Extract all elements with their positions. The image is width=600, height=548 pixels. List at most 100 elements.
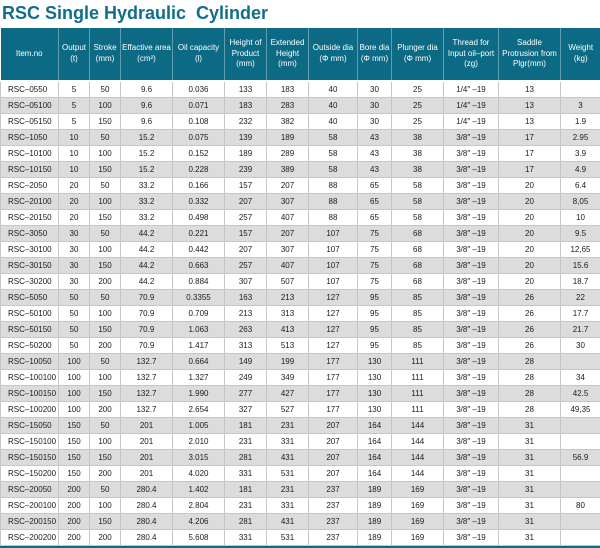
table-cell: 13 — [498, 113, 561, 130]
table-cell: 427 — [266, 385, 309, 402]
table-row: RSC–10100 10 100 15.2 0.152 189 289 58 43 38 3/8″ … — [0, 145, 600, 162]
table-cell: 88 — [308, 177, 358, 194]
table-cell: 111 — [391, 385, 444, 402]
table-cell: 9.6 — [120, 113, 173, 130]
column-header-weight: Weight (kg) — [560, 28, 600, 82]
table-cell: 25 — [391, 113, 444, 130]
table-cell: 3/8″ –19 — [443, 513, 499, 530]
table-cell: 130 — [357, 401, 392, 418]
table-cell: 200 — [89, 273, 121, 290]
table-cell: 164 — [357, 449, 392, 466]
table-cell: 389 — [266, 161, 309, 178]
table-cell: 50 — [58, 337, 90, 354]
table-cell: 26 — [498, 337, 561, 354]
table-cell: 2.804 — [172, 497, 225, 514]
table-row: RSC–05100 5 100 9.6 0.071 183 283 40 30 25 1/4″ –1… — [0, 97, 600, 114]
table-cell: 3/8″ –19 — [443, 417, 499, 434]
table-row: RSC–100100 100 100 132.7 1.327 249 349 177 130 11… — [0, 369, 600, 386]
table-cell: 20 — [498, 209, 561, 226]
table-cell: 207 — [308, 433, 358, 450]
table-cell: 0.228 — [172, 161, 225, 178]
table-cell: 3/8″ –19 — [443, 257, 499, 274]
table-cell: 307 — [224, 273, 267, 290]
table-header: Item.no Output (t) Stroke (mm) Effactive ar… — [0, 28, 600, 82]
column-header-saddle: Saddle Protrusion from Plgr(mm) — [498, 28, 561, 82]
table-cell: 50 — [89, 129, 121, 146]
table-cell: 0.036 — [172, 80, 225, 98]
table-cell: 31 — [498, 481, 561, 498]
table-cell: 34 — [560, 369, 600, 386]
table-cell: 200 — [89, 529, 121, 546]
table-cell: 2.010 — [172, 433, 225, 450]
table-cell: 44.2 — [120, 273, 173, 290]
item-no-cell: RSC–50200 — [0, 337, 59, 354]
table-cell: 68 — [391, 257, 444, 274]
table-row: RSC–0550 5 50 9.6 0.036 133 183 40 30 25 1/4″ –19 1… — [0, 80, 600, 98]
table-cell: 1.990 — [172, 385, 225, 402]
table-cell: 150 — [89, 513, 121, 530]
table-cell: 3/8″ –19 — [443, 337, 499, 354]
table-cell: 231 — [266, 417, 309, 434]
table-cell: 12,65 — [560, 241, 600, 258]
table-cell: 30 — [357, 80, 392, 98]
table-cell: 169 — [391, 497, 444, 514]
table-cell: 127 — [308, 337, 358, 354]
table-cell: 33.2 — [120, 209, 173, 226]
table-row: RSC–2050 20 50 33.2 0.166 157 207 88 65 58 3/8″ –1… — [0, 177, 600, 194]
item-no-cell: RSC–1050 — [0, 129, 59, 146]
table-cell: 107 — [308, 257, 358, 274]
table-cell: 1.402 — [172, 481, 225, 498]
table-cell: 281 — [224, 449, 267, 466]
table-cell: 132.7 — [120, 353, 173, 370]
table-cell: 65 — [357, 209, 392, 226]
table-cell: 150 — [89, 113, 121, 130]
table-cell: 28 — [498, 385, 561, 402]
table-cell: 307 — [266, 241, 309, 258]
item-no-cell: RSC–100100 — [0, 369, 59, 386]
table-cell: 281 — [224, 513, 267, 530]
table-cell: 289 — [266, 145, 309, 162]
table-cell: 8,05 — [560, 193, 600, 210]
table-cell — [560, 433, 600, 450]
table-cell: 132.7 — [120, 369, 173, 386]
table-cell: 150 — [58, 417, 90, 434]
table-cell: 0.709 — [172, 305, 225, 322]
table-cell: 200 — [58, 497, 90, 514]
table-cell: 200 — [89, 401, 121, 418]
table-cell: 130 — [357, 385, 392, 402]
table-cell: 95 — [357, 305, 392, 322]
table-cell: 513 — [266, 337, 309, 354]
table-cell: 75 — [357, 257, 392, 274]
table-cell: 100 — [89, 97, 121, 114]
table-cell: 18.7 — [560, 273, 600, 290]
table-cell: 3/8″ –19 — [443, 369, 499, 386]
table-cell: 1.9 — [560, 113, 600, 130]
table-cell: 382 — [266, 113, 309, 130]
table-cell: 65 — [357, 177, 392, 194]
item-no-cell: RSC–10100 — [0, 145, 59, 162]
table-cell: 100 — [58, 385, 90, 402]
table-cell: 213 — [266, 289, 309, 306]
table-cell: 85 — [391, 337, 444, 354]
table-cell: 100 — [89, 433, 121, 450]
table-cell: 201 — [120, 417, 173, 434]
table-cell: 111 — [391, 401, 444, 418]
table-cell: 431 — [266, 513, 309, 530]
table-cell: 150 — [89, 161, 121, 178]
table-cell: 28 — [498, 369, 561, 386]
column-header-stroke: Stroke (mm) — [89, 28, 121, 82]
table-row: RSC–30100 30 100 44.2 0.442 207 307 107 75 68 3/8″… — [0, 241, 600, 258]
header-row: Item.no Output (t) Stroke (mm) Effactive ar… — [0, 28, 600, 82]
table-cell: 5.608 — [172, 529, 225, 546]
table-cell: 3/8″ –19 — [443, 385, 499, 402]
table-cell: 257 — [224, 257, 267, 274]
table-cell: 237 — [308, 513, 358, 530]
table-cell: 207 — [266, 225, 309, 242]
table-cell: 15.2 — [120, 145, 173, 162]
table-cell: 507 — [266, 273, 309, 290]
item-no-cell: RSC–150100 — [0, 433, 59, 450]
table-cell: 68 — [391, 225, 444, 242]
column-header-bore_dia: Bore dia (Φ mm) — [357, 28, 392, 82]
table-cell: 10 — [58, 129, 90, 146]
table-cell: 200 — [89, 465, 121, 482]
